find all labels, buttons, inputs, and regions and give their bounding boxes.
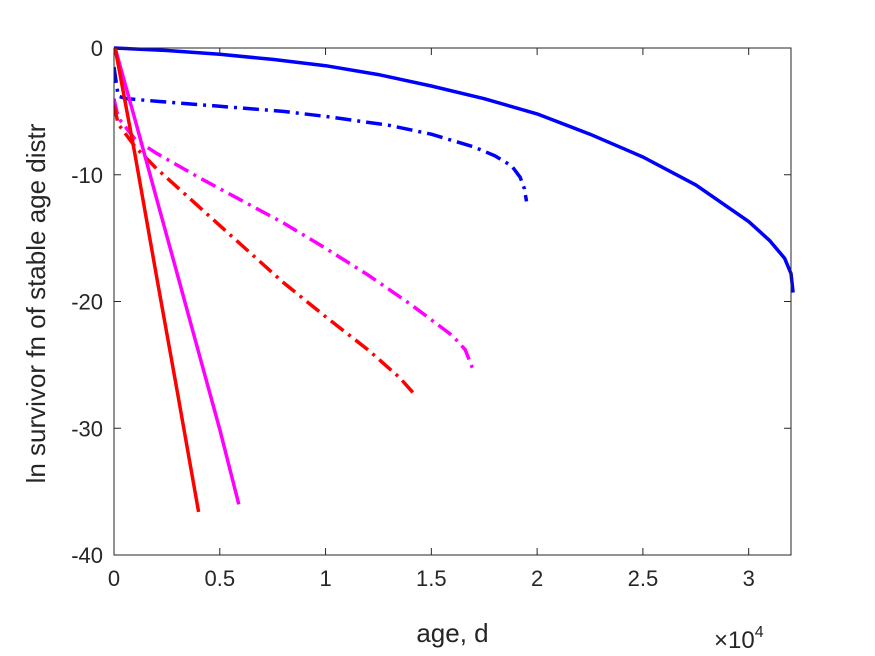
- x-tick-label: 0.5: [204, 566, 235, 591]
- x-multiplier-exponent: 4: [755, 624, 764, 641]
- x-tick-label: 1: [319, 566, 331, 591]
- x-tick-label: 2.5: [628, 566, 659, 591]
- series-line-4: [114, 104, 418, 398]
- x-tick-label: 1.5: [416, 566, 447, 591]
- x-tick-label: 0: [108, 566, 120, 591]
- series-line-3: [114, 98, 476, 372]
- series-line-5: [114, 47, 241, 505]
- y-tick-label: -30: [71, 416, 103, 441]
- tick-layer: 0 0.5 1 1.5 2 2.5 3 0 -10 -20 -30 -40: [71, 36, 791, 591]
- x-axis-label: age, d: [416, 618, 488, 648]
- x-tick-label: 2: [531, 566, 543, 591]
- y-axis-label: ln survivor fn of stable age distr: [21, 123, 51, 483]
- y-tick-label: -40: [71, 543, 103, 568]
- series-line-2: [114, 66, 529, 202]
- series-line-1: [114, 46, 795, 293]
- x-tick-label: 3: [743, 566, 755, 591]
- y-tick-label: 0: [91, 36, 103, 61]
- series-layer: [114, 46, 795, 513]
- x-axis-multiplier: ×104: [714, 624, 764, 654]
- y-tick-label: -10: [71, 163, 103, 188]
- x-multiplier-base: ×10: [714, 627, 755, 654]
- series-line-6: [114, 47, 201, 513]
- y-tick-label: -20: [71, 290, 103, 315]
